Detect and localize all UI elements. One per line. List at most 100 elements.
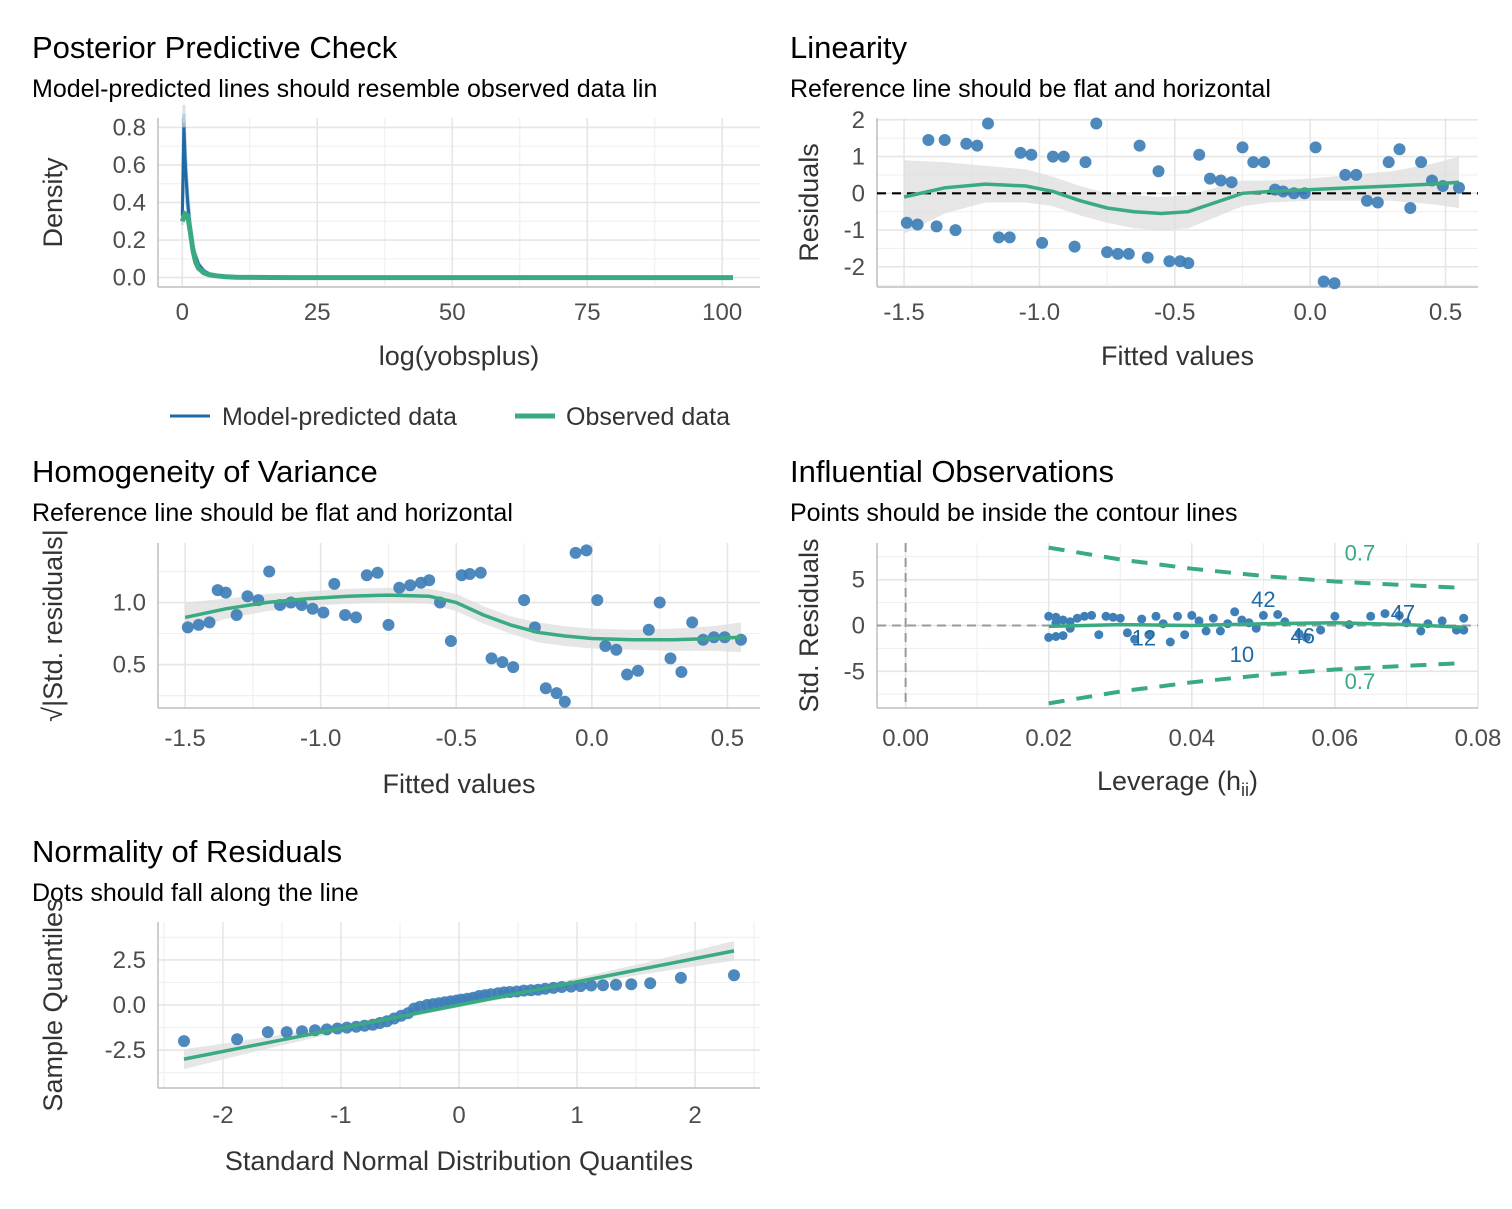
lin-point: [1014, 146, 1027, 159]
hom-point: [580, 544, 593, 557]
qq-subtitle: Dots should fall along the line: [32, 879, 359, 907]
lin-point: [1122, 247, 1135, 260]
lin-y-tick-label: -2: [844, 254, 865, 281]
x-label-subscript: ii: [1241, 780, 1249, 800]
ppc-predicted-draw: [180, 104, 733, 280]
lin-point: [960, 137, 973, 150]
hom-y-tick-label: 1.0: [113, 590, 146, 617]
lin-point: [1133, 139, 1146, 152]
lin-title: Linearity: [790, 30, 908, 65]
lin-point: [1415, 156, 1428, 169]
qq-y-axis-label: Sample Quantiles: [38, 898, 68, 1111]
qq-x-tick-label: 1: [570, 1102, 583, 1129]
lin-point: [1163, 255, 1176, 268]
lin-y-tick-label: -1: [844, 217, 865, 244]
hom-point: [735, 633, 747, 646]
hom-point: [550, 687, 563, 700]
hom-point: [610, 643, 623, 656]
hom-confidence-band: [185, 587, 742, 653]
inf-point: [1065, 617, 1075, 627]
hom-point: [382, 618, 395, 631]
inf-point-label: 12: [1132, 625, 1156, 650]
ppc-predicted-draw: [180, 131, 733, 280]
inf-point: [1416, 626, 1426, 636]
lin-point: [1047, 150, 1059, 163]
lin-point: [1025, 148, 1038, 161]
inf-point: [1144, 630, 1154, 640]
hom-point: [632, 664, 644, 677]
inf-point: [1044, 611, 1054, 621]
inf-x-tick-label: 0.02: [1025, 725, 1072, 752]
qq-reference-line: [183, 949, 735, 1061]
qq-point: [178, 1035, 190, 1048]
inf-y-tick-label: -5: [844, 658, 865, 685]
lin-point: [1090, 117, 1103, 130]
hom-point: [621, 668, 634, 681]
hom-point: [339, 609, 352, 621]
hom-y-axis-label: √|Std. residuals|: [38, 529, 68, 721]
inf-point: [1394, 610, 1404, 620]
lin-y-axis-label: Residuals: [794, 143, 824, 262]
qq-panel: Normality of Residuals Dots should fall a…: [32, 834, 760, 1176]
qq-point: [585, 979, 598, 992]
inf-y-axis-label: Std. Residuals: [794, 538, 824, 712]
lin-x-tick-label: -1.5: [883, 299, 924, 326]
qq-title: Normality of Residuals: [32, 834, 342, 869]
inf-point: [1130, 634, 1140, 644]
qq-x-tick-label: 0: [452, 1102, 465, 1129]
lin-point: [1361, 194, 1373, 207]
inf-contour-label-lower: 0.7: [1345, 669, 1376, 694]
lin-x-tick-label: 0.0: [1293, 299, 1326, 326]
lin-x-tick-label: -0.5: [1154, 299, 1195, 326]
hom-point: [485, 652, 498, 665]
inf-point: [1215, 626, 1225, 636]
inf-x-axis-label: Leverage (hii): [1097, 766, 1258, 800]
lin-point: [930, 220, 943, 233]
lin-point: [938, 134, 951, 146]
hom-point: [192, 618, 205, 631]
ppc-y-tick-label: 0.4: [113, 190, 146, 217]
inf-smooth-line: [1048, 621, 1464, 630]
qq-point: [644, 977, 657, 990]
inf-point: [1208, 613, 1218, 623]
hom-point: [599, 640, 612, 652]
ppc-x-tick-label: 50: [439, 299, 466, 326]
lin-point: [1371, 196, 1384, 209]
lin-point: [1141, 251, 1154, 264]
hom-point: [306, 602, 319, 615]
inf-point: [1201, 626, 1211, 636]
ppc-x-tick-label: 100: [702, 299, 742, 326]
lin-confidence-band: [904, 156, 1459, 234]
lin-y-tick-label: 2: [852, 107, 865, 134]
lin-point: [1453, 181, 1465, 194]
hom-x-tick-label: -1.0: [300, 725, 341, 752]
inf-point: [1115, 613, 1125, 623]
hom-point: [263, 565, 276, 578]
lin-point: [1225, 176, 1238, 189]
hom-point: [507, 661, 520, 674]
hom-point: [444, 635, 457, 647]
ppc-grid: [158, 118, 760, 287]
lin-point: [1111, 247, 1124, 260]
lin-point: [1214, 174, 1227, 187]
inf-point: [1194, 616, 1204, 626]
inf-point: [1273, 610, 1283, 619]
inf-point: [1080, 611, 1089, 621]
qq-y-tick-label: 2.5: [113, 947, 146, 974]
qq-x-tick-label: -2: [212, 1102, 233, 1129]
ppc-y-tick-label: 0.0: [113, 265, 146, 292]
hom-point: [203, 616, 216, 629]
lin-point: [1182, 257, 1195, 270]
lin-point: [1393, 143, 1406, 156]
hom-x-tick-label: 0.0: [575, 725, 608, 752]
inf-panel: Influential Observations Points should be…: [790, 454, 1501, 800]
ppc-y-tick-label: 0.6: [113, 152, 146, 179]
inf-point: [1165, 637, 1175, 647]
hom-x-tick-label: -1.5: [164, 725, 205, 752]
lin-x-axis-label: Fitted values: [1101, 341, 1254, 371]
inf-point: [1051, 632, 1061, 641]
lin-point: [1057, 150, 1070, 163]
qq-y-tick-label: 0.0: [113, 992, 146, 1019]
inf-point: [1058, 631, 1068, 641]
